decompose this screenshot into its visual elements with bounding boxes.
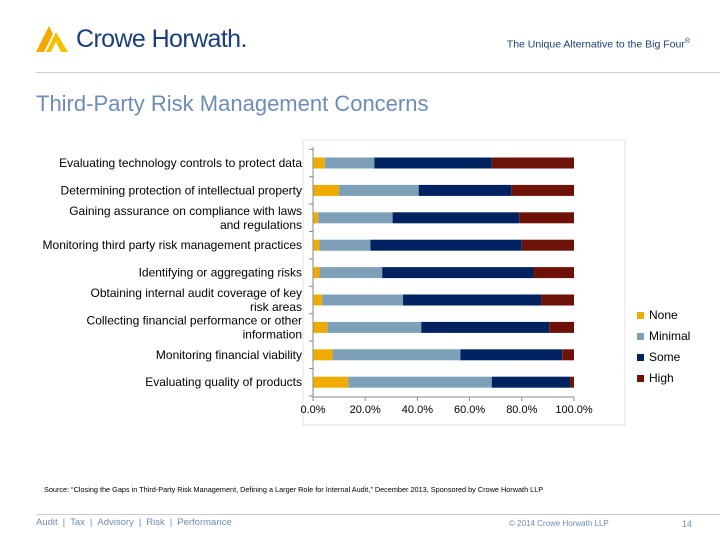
footer-link-tax[interactable]: Tax — [70, 517, 85, 528]
bar-segment-high — [541, 294, 574, 306]
tagline: The Unique Alternative to the Big Four® — [507, 38, 690, 51]
legend-swatch-none — [637, 312, 644, 319]
footer-divider — [36, 514, 720, 515]
legend-swatch-some — [637, 354, 644, 361]
bar-segment-some — [382, 267, 534, 279]
bar-segment-minimal — [319, 267, 383, 279]
bar-segment-some — [403, 294, 542, 306]
bar-segment-minimal — [327, 321, 422, 333]
x-tick-label: 0.0% — [300, 404, 325, 416]
page-number: 14 — [682, 519, 693, 529]
bar-segment-minimal — [348, 376, 492, 388]
bar-segment-none — [313, 376, 349, 388]
bar-segment-none — [313, 212, 319, 224]
footer-separator: | — [89, 517, 93, 528]
tagline-text: The Unique Alternative to the Big Four — [506, 38, 685, 51]
bar-segment-some — [421, 321, 550, 333]
copyright: © 2014 Crowe Horwath LLP — [509, 519, 609, 528]
bar-segment-none — [313, 349, 333, 361]
bar-segment-minimal — [332, 349, 461, 361]
bar-segment-minimal — [339, 184, 419, 196]
category-label: Obtaining internal audit coverage of key… — [91, 286, 302, 314]
bar-segment-high — [521, 239, 574, 251]
bar-segment-some — [418, 184, 512, 196]
category-label: Monitoring financial viability — [156, 348, 302, 362]
crowe-logo-mark-icon — [36, 26, 68, 52]
bar-segment-some — [392, 212, 520, 224]
category-label: Monitoring third party risk management p… — [43, 238, 302, 252]
footer-separator: | — [62, 517, 66, 528]
category-label: Gaining assurance on compliance with law… — [69, 204, 302, 232]
bar-segment-high — [533, 267, 574, 279]
legend-label-some: Some — [649, 350, 681, 364]
footer-nav: Audit | Tax | Advisory | Risk | Performance — [36, 517, 232, 528]
footer-link-risk[interactable]: Risk — [146, 517, 165, 528]
bar-segment-none — [313, 157, 325, 169]
category-labels: Evaluating technology controls to protec… — [43, 156, 303, 389]
x-tick-label: 40.0% — [402, 404, 433, 416]
bar-segment-high — [491, 157, 574, 169]
bar-segment-high — [511, 184, 574, 196]
legend-label-none: None — [649, 308, 678, 322]
bars — [313, 157, 574, 388]
legend-swatch-high — [637, 375, 644, 382]
bar-segment-some — [460, 349, 563, 361]
logo-wordmark: Crowe Horwath. — [76, 25, 247, 53]
footer-separator: | — [169, 517, 173, 528]
bar-segment-minimal — [324, 157, 375, 169]
slide-title: Third-Party Risk Management Concerns — [36, 91, 429, 116]
legend: None Minimal Some High — [637, 308, 690, 385]
bar-segment-none — [313, 239, 320, 251]
bar-segment-none — [313, 294, 323, 306]
x-tick-label: 80.0% — [506, 404, 537, 416]
category-label: Evaluating quality of products — [145, 375, 302, 389]
bar-segment-high — [549, 321, 574, 333]
category-label: Evaluating technology controls to protec… — [59, 156, 302, 170]
bar-segment-some — [491, 376, 571, 388]
footer-link-audit[interactable]: Audit — [36, 517, 58, 528]
footer-link-performance[interactable]: Performance — [177, 517, 232, 528]
header-divider — [36, 72, 720, 73]
category-label: Identifying or aggregating risks — [139, 266, 302, 280]
registered-mark: ® — [684, 38, 690, 45]
x-axis: 0.0% 20.0% 40.0% 60.0% 80.0% 100.0% — [300, 147, 593, 416]
x-tick-label: 100.0% — [555, 404, 593, 416]
legend-label-minimal: Minimal — [649, 329, 690, 343]
footer-separator: | — [138, 517, 142, 528]
bar-segment-some — [370, 239, 522, 251]
bar-segment-high — [570, 376, 574, 388]
category-label: Determining protection of intellectual p… — [61, 183, 302, 197]
footer-link-advisory[interactable]: Advisory — [97, 517, 134, 528]
bar-segment-none — [313, 321, 328, 333]
legend-label-high: High — [649, 371, 674, 385]
bar-segment-none — [313, 184, 340, 196]
bar-segment-high — [519, 212, 574, 224]
bar-segment-minimal — [318, 212, 393, 224]
x-tick-label: 60.0% — [454, 404, 485, 416]
chart-frame — [302, 139, 626, 426]
bar-segment-some — [374, 157, 492, 169]
bar-segment-high — [562, 349, 574, 361]
bar-segment-minimal — [322, 294, 404, 306]
x-tick-label: 20.0% — [350, 404, 381, 416]
bar-segment-minimal — [319, 239, 371, 251]
legend-swatch-minimal — [637, 333, 644, 340]
bar-segment-none — [313, 267, 320, 279]
source-note: Source: “Closing the Gaps in Third-Party… — [44, 485, 544, 494]
category-label: Collecting financial performance or othe… — [87, 313, 302, 341]
